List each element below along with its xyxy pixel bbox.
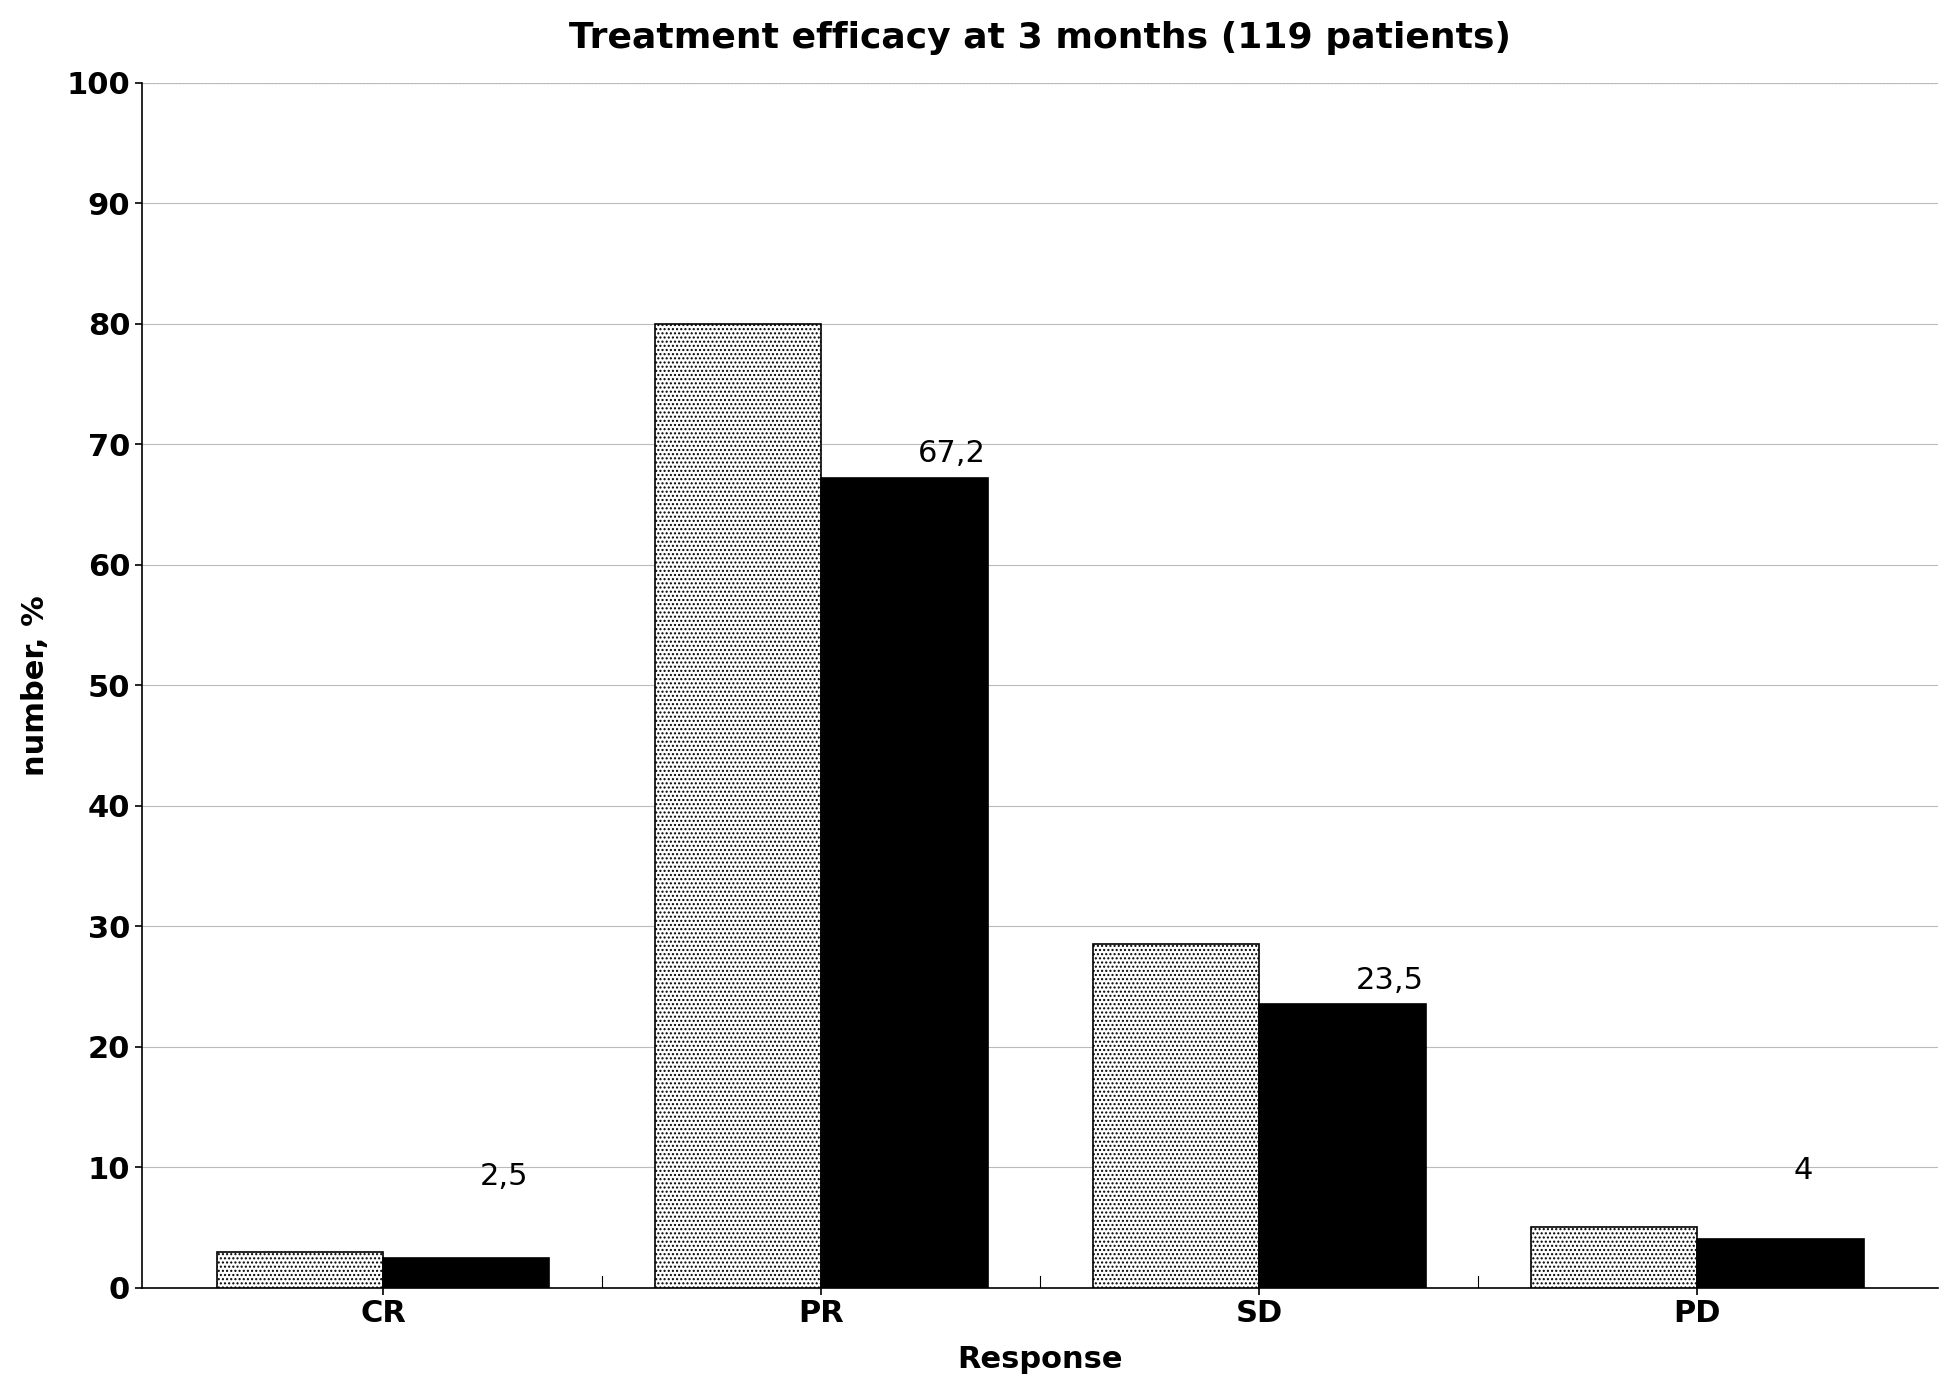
Bar xyxy=(1260,1004,1426,1288)
Bar xyxy=(1530,1228,1696,1288)
Bar xyxy=(1093,944,1260,1288)
Bar xyxy=(821,478,987,1288)
Text: 4: 4 xyxy=(1794,1156,1812,1186)
Text: 67,2: 67,2 xyxy=(917,439,985,469)
Title: Treatment efficacy at 3 months (119 patients): Treatment efficacy at 3 months (119 pati… xyxy=(570,21,1510,54)
Bar xyxy=(217,1251,384,1288)
Y-axis label: number, %: number, % xyxy=(22,594,49,776)
Bar xyxy=(1696,1240,1863,1288)
Bar xyxy=(384,1257,549,1288)
Text: 23,5: 23,5 xyxy=(1356,965,1424,995)
Text: 2,5: 2,5 xyxy=(480,1162,527,1191)
Bar xyxy=(654,324,821,1288)
X-axis label: Response: Response xyxy=(958,1345,1123,1374)
